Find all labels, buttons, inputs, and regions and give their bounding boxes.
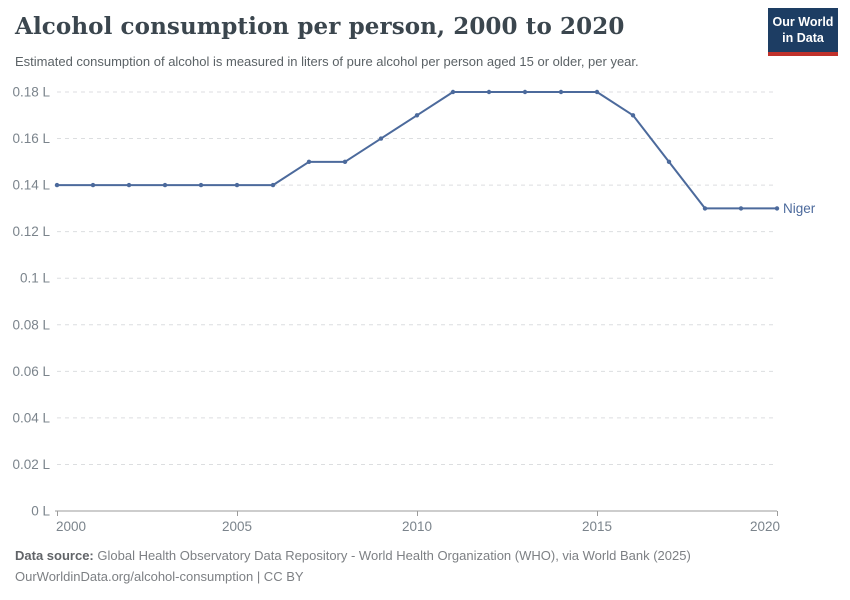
owid-logo-box: Our World in Data — [768, 8, 838, 57]
owid-logo-line2: in Data — [782, 30, 824, 45]
chart-footer: Data source: Global Health Observatory D… — [15, 545, 691, 587]
x-axis-tick-label: 2000 — [56, 519, 86, 534]
y-axis-tick-label: 0.12 L — [12, 224, 50, 239]
y-axis-tick-label: 0.02 L — [12, 457, 50, 472]
y-axis-tick-label: 0.1 L — [20, 271, 51, 286]
y-axis-tick-label: 0.14 L — [12, 178, 50, 193]
x-axis-tick-label: 2005 — [222, 519, 252, 534]
data-source-label: Data source: — [15, 548, 94, 563]
data-point-niger-2013[interactable] — [522, 89, 528, 95]
data-point-niger-2002[interactable] — [126, 182, 132, 188]
owid-logo-line1: Our World — [772, 15, 834, 29]
y-axis-tick-label: 0.08 L — [12, 317, 50, 332]
data-point-niger-2014[interactable] — [558, 89, 564, 95]
series-end-label[interactable]: Niger — [783, 201, 816, 216]
data-point-niger-2001[interactable] — [90, 182, 96, 188]
data-point-niger-2000[interactable] — [54, 182, 60, 188]
data-point-niger-2011[interactable] — [450, 89, 456, 95]
data-point-niger-2008[interactable] — [342, 159, 348, 165]
y-axis-tick-label: 0.18 L — [12, 85, 50, 100]
data-point-niger-2018[interactable] — [702, 206, 708, 211]
data-point-niger-2010[interactable] — [414, 113, 420, 118]
data-point-niger-2006[interactable] — [270, 182, 276, 188]
data-point-niger-2004[interactable] — [198, 182, 204, 188]
line-chart: 0 L 0.02 L 0.04 L 0.06 L 0.08 L 0.1 L 0.12 L 0.… — [12, 85, 816, 535]
x-axis-tick-label: 2010 — [402, 519, 432, 534]
data-source-line: Data source: Global Health Observatory D… — [15, 545, 691, 566]
data-point-niger-2012[interactable] — [486, 89, 492, 95]
page-subtitle: Estimated consumption of alcohol is meas… — [15, 54, 639, 69]
data-point-niger-2007[interactable] — [306, 159, 312, 165]
page-title: Alcohol consumption per person, 2000 to … — [15, 13, 625, 40]
y-axis-tick-label: 0 L — [31, 504, 50, 519]
data-point-niger-2015[interactable] — [594, 89, 600, 95]
license-line[interactable]: OurWorldinData.org/alcohol-consumption |… — [15, 569, 304, 584]
y-axis-tick-label: 0.16 L — [12, 131, 50, 146]
data-point-niger-2016[interactable] — [630, 113, 636, 118]
series-line-niger — [57, 91, 777, 210]
x-axis-tick-label: 2015 — [582, 519, 612, 534]
data-point-niger-2005[interactable] — [234, 182, 240, 188]
data-point-niger-2003[interactable] — [162, 182, 168, 188]
data-point-niger-2017[interactable] — [666, 159, 672, 165]
data-point-niger-2009[interactable] — [378, 136, 384, 141]
data-point-niger-2020[interactable] — [774, 206, 780, 211]
y-axis-tick-label: 0.06 L — [12, 364, 50, 379]
y-axis-tick-label: 0.04 L — [12, 410, 50, 425]
data-source-text: Global Health Observatory Data Repositor… — [97, 548, 691, 563]
data-point-niger-2019[interactable] — [738, 206, 744, 211]
x-axis-tick-label: 2020 — [750, 519, 780, 534]
owid-logo[interactable]: Our World in Data — [768, 8, 838, 57]
